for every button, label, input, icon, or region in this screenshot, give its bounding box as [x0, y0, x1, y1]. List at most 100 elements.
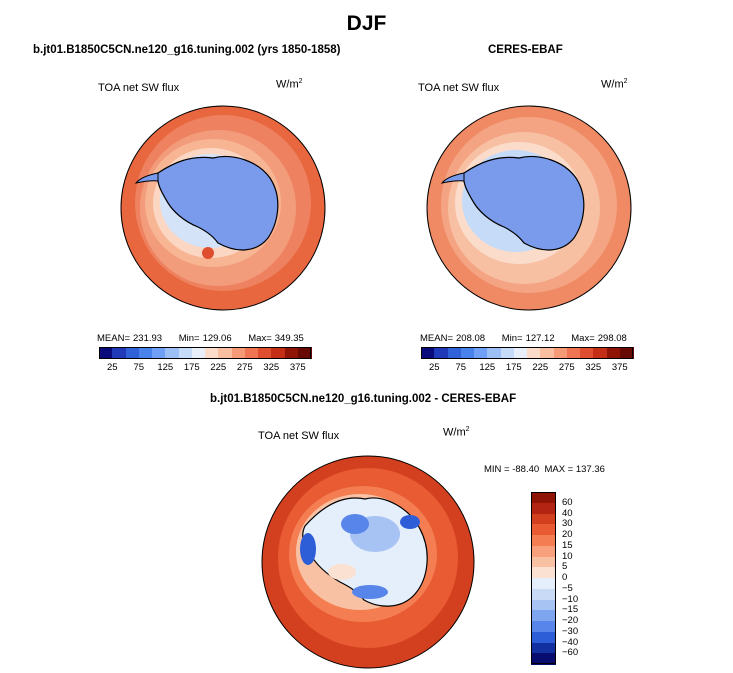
- panel1-colorbar-swatch: [138, 347, 153, 359]
- panel1-map: [120, 105, 326, 311]
- panel2-colorbar-tick-label: 225: [532, 362, 549, 373]
- panel3-colorbar-swatch: [531, 556, 556, 568]
- panel3-colorbar-tick-label: 15: [562, 539, 573, 551]
- panel3-title: b.jt01.B1850C5CN.ne120_g16.tuning.002 - …: [210, 393, 517, 405]
- panel1-title: b.jt01.B1850C5CN.ne120_g16.tuning.002 (y…: [33, 44, 341, 56]
- panel1-colorbar-swatch: [271, 347, 285, 359]
- panel1-colorbar-swatch: [178, 347, 193, 359]
- panel1-peninsula: [134, 172, 159, 184]
- panel2-mean-label: MEAN=: [420, 333, 453, 344]
- panel1-colorbar-swatch: [284, 347, 299, 359]
- panel3-colorbar-ticks: 60 40 30 20 15 10 5 0 −5 −10 −15 −20 −30 −40 −60: [562, 492, 602, 664]
- panel3-ross-ice-pos: [328, 564, 356, 580]
- panel3-interior-neg-2: [341, 514, 369, 534]
- panel2-colorbar-swatch: [487, 347, 501, 359]
- panel1-map-border: [120, 105, 326, 311]
- panel1-units: W/m2: [276, 78, 303, 91]
- panel1-colorbar-swatch: [297, 347, 312, 359]
- panel3-colorbar-tick-label: −60: [562, 647, 579, 659]
- panel1-colorbar-tick-label: 125: [157, 362, 174, 373]
- panel3-colorbar-swatch: [531, 513, 556, 525]
- panel2-min-value: 127.12: [525, 333, 555, 344]
- panel1-colorbar-tick-label: 225: [210, 362, 227, 373]
- panel1-colorbar-swatch: [218, 347, 232, 359]
- panel1-colorbar-ticks: 25 75 125 175 225 275 325 375: [99, 362, 311, 376]
- panel3-map-border: [261, 455, 475, 669]
- panel1-colorbar-swatch: [125, 347, 140, 359]
- panel3-colorbar-swatch: [531, 535, 556, 547]
- panel1-min-value: 129.06: [202, 333, 232, 344]
- panel2-colorbar-tick-label: 325: [585, 362, 602, 373]
- panel3-colorbar-tick-label: −5: [562, 582, 573, 594]
- panel3-colorbar-swatch: [531, 642, 556, 654]
- panel2-min-label: Min=: [501, 333, 523, 344]
- panel2-units-exp: 2: [623, 78, 628, 85]
- panel1-units-base: W/m: [276, 78, 299, 91]
- panel2-stats: MEAN= 208.08 Min= 127.12 Max= 298.08: [420, 333, 627, 344]
- panel2-colorbar-swatch: [500, 347, 515, 359]
- panel3-colorbar: [531, 492, 556, 665]
- panel3-colorbar-tick-label: 60: [562, 496, 573, 508]
- panel1-mean-label: MEAN=: [97, 333, 130, 344]
- panel2-map: [426, 105, 632, 311]
- panel1-colorbar-tick-label: 175: [183, 362, 200, 373]
- panel3-colorbar-tick-label: −10: [562, 593, 579, 605]
- panel3-colorbar-tick-label: 10: [562, 550, 573, 562]
- panel3-colorbar-swatch: [531, 492, 556, 504]
- panel3-units: W/m2: [443, 426, 470, 439]
- panel3-colorbar-tick-label: −40: [562, 636, 579, 648]
- panel3-colorbar-swatch: [531, 588, 556, 600]
- panel3-colorbar-tick-label: −15: [562, 604, 579, 616]
- panel3-colorbar-tick-label: 40: [562, 507, 573, 519]
- panel3-colorbar-tick-label: 20: [562, 529, 573, 540]
- panel1-colorbar-tick-label: 375: [289, 362, 306, 373]
- panel3-coast-neg-1: [300, 533, 316, 565]
- panel1-colorbar-swatch: [258, 347, 272, 359]
- panel2-antarctica: [463, 155, 585, 251]
- panel1-colorbar-swatch: [112, 347, 126, 359]
- panel2-units-base: W/m: [601, 78, 624, 91]
- panel1-colorbar-tick-label: 325: [263, 362, 280, 373]
- panel1-colorbar-swatch: [152, 347, 166, 359]
- panel1-colorbar-swatch: [205, 347, 219, 359]
- panel2-colorbar-swatch: [421, 347, 435, 359]
- panel2-colorbar-tick-label: 275: [558, 362, 575, 373]
- panel3-colorbar-swatch: [531, 610, 556, 622]
- panel1-colorbar-swatch: [231, 347, 246, 359]
- panel2-colorbar-swatch: [513, 347, 528, 359]
- panel3-colorbar-tick-label: 5: [562, 561, 568, 573]
- panel2-colorbar-swatch: [434, 347, 448, 359]
- panel3-colorbar-swatch: [531, 524, 556, 536]
- panel2-colorbar-swatch: [553, 347, 568, 359]
- panel1-max-value: 349.35: [274, 333, 304, 344]
- panel2-colorbar-tick-label: 175: [505, 362, 522, 373]
- panel3-colorbar-swatch: [531, 599, 556, 611]
- panel2-colorbar-swatch: [474, 347, 488, 359]
- panel2-map-border: [426, 105, 632, 311]
- panel1-colorbar-tick-label: 25: [106, 362, 118, 373]
- panel1-min-label: Min=: [178, 333, 200, 344]
- panel2-units: W/m2: [601, 78, 628, 91]
- panel1-max-label: Max=: [248, 333, 272, 344]
- panel2-colorbar-swatch: [593, 347, 607, 359]
- panel3-colorbar-tick-label: −30: [562, 625, 579, 637]
- panel3-colorbar-swatch: [531, 567, 556, 579]
- panel3-minmax: MIN = -88.40 MAX = 137.36: [484, 464, 605, 475]
- panel1-colorbar-tick-label: 75: [133, 362, 145, 373]
- panel2-colorbar-frame: [421, 347, 633, 359]
- panel2-title: CERES-EBAF: [488, 44, 563, 56]
- panel3-colorbar-frame: [531, 492, 556, 664]
- panel2-colorbar-tick-label: 25: [428, 362, 440, 373]
- panel2-colorbar-swatch: [619, 347, 634, 359]
- panel3-colorbar-swatch: [531, 653, 556, 665]
- panel2-colorbar: [421, 347, 634, 359]
- panel3-colorbar-swatch: [531, 631, 556, 643]
- panel3-coast-neg-2: [352, 585, 388, 599]
- panel1-variable-label: TOA net SW flux: [98, 82, 180, 94]
- panel3-map: [261, 455, 475, 669]
- panel3-coast-neg-3: [400, 515, 420, 529]
- panel2-max-label: Max=: [571, 333, 595, 344]
- panel3-colorbar-swatch: [531, 502, 556, 514]
- panel1-stats: MEAN= 231.93 Min= 129.06 Max= 349.35: [97, 333, 304, 344]
- panel1-colorbar-swatch: [99, 347, 113, 359]
